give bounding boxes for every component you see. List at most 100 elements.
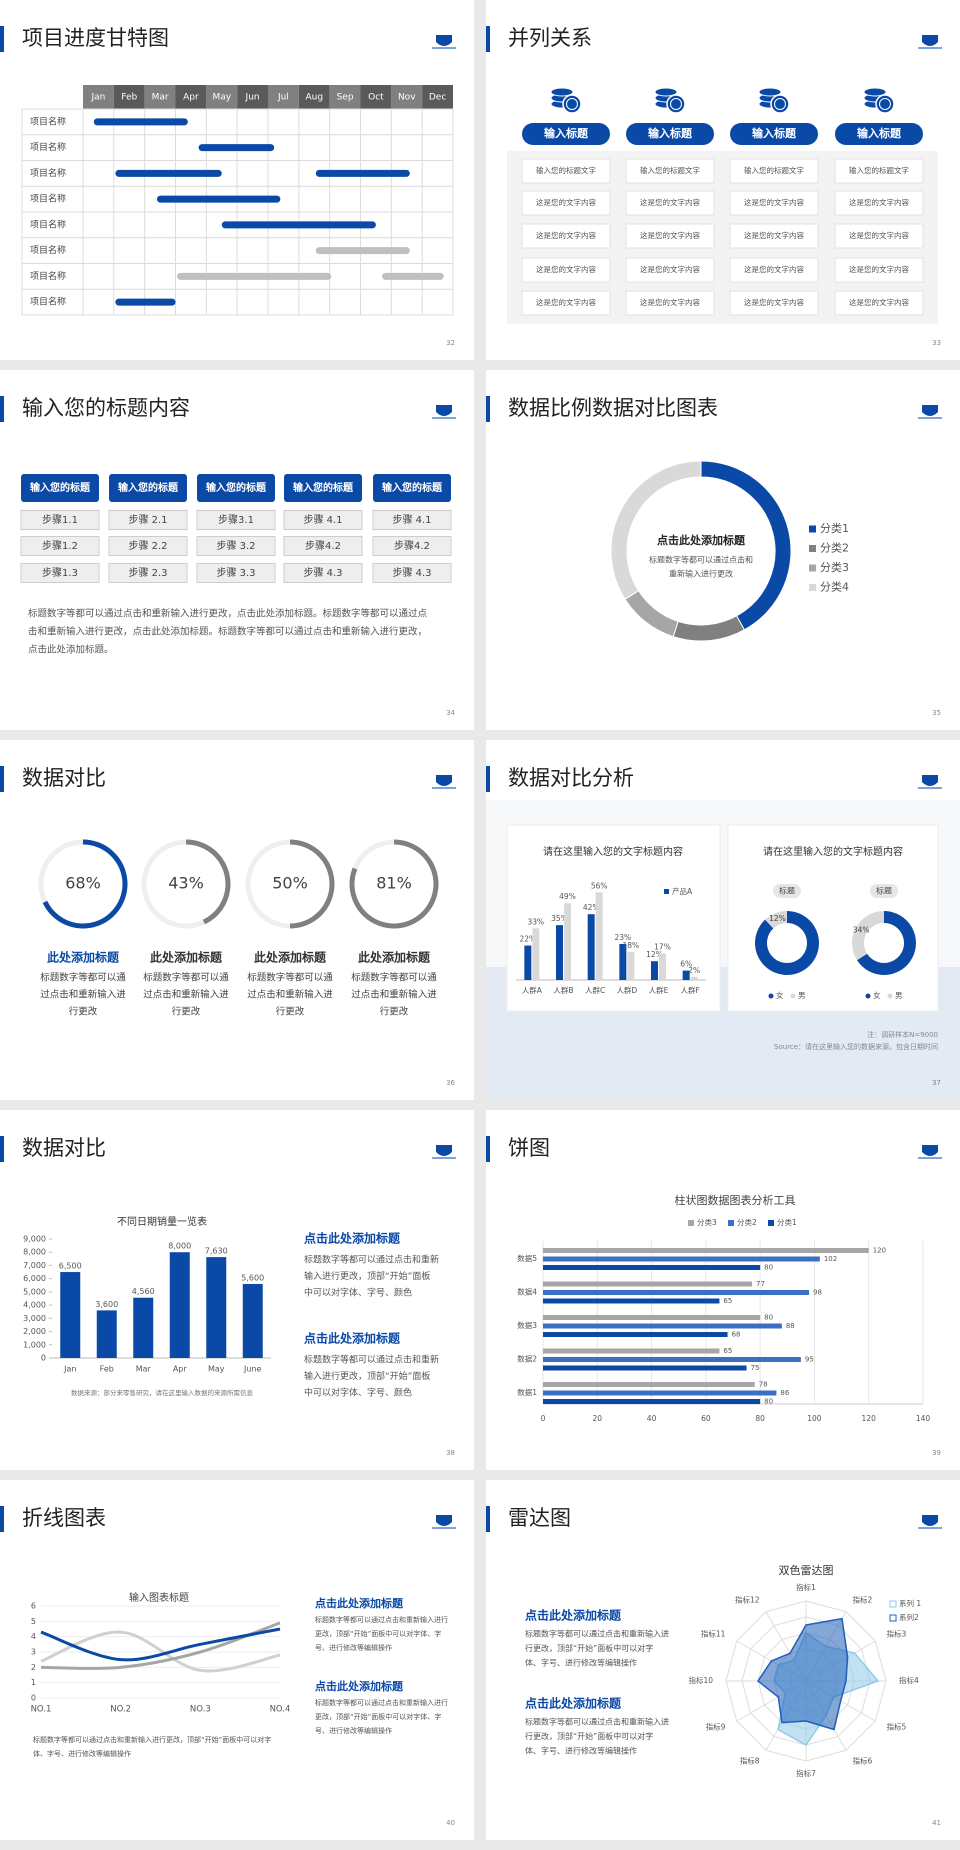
legend-swatch (889, 1600, 897, 1608)
y-tick-label: 5,000 (23, 1287, 46, 1296)
heading-pill (626, 123, 714, 145)
x-tick-label: 140 (916, 1414, 931, 1423)
item-text: 标题数字等都可以通 (247, 972, 333, 984)
item-text: 行更改，顶部“开始”面板中可以对字 (525, 1731, 653, 1741)
legend-label: 分类3 (697, 1217, 717, 1227)
item-text: 这是您的文字内容 (640, 197, 700, 207)
bar (543, 1382, 755, 1387)
y-tick-label: 9,000 (23, 1235, 46, 1244)
y-tick-label: 2,000 (23, 1327, 46, 1336)
step-text: 步骤 3.3 (216, 567, 255, 579)
x-tick-label: NO.3 (190, 1705, 211, 1715)
step-text: 步骤 4.1 (303, 514, 342, 526)
column-heading: 输入标题 (544, 126, 589, 140)
legend-swatch (809, 584, 816, 591)
logo (922, 35, 938, 46)
slide-title: 雷达图 (508, 1506, 571, 1530)
item-text: 行更改 (172, 1006, 201, 1018)
page-number: 38 (446, 1449, 455, 1457)
data-label: 80 (764, 1314, 773, 1322)
gantt-bar (93, 118, 188, 126)
data-label: 5,600 (241, 1273, 264, 1282)
month-label: Dec (429, 93, 446, 103)
step-box (20, 563, 100, 583)
step-text: 步骤 2.2 (128, 540, 167, 552)
item-text: 中可以对字体、字号、颜色 (304, 1287, 412, 1299)
item-text: 这是您的文字内容 (640, 297, 700, 307)
legend-dot (865, 993, 871, 999)
slide: 项目进度甘特图 32 Jan Feb Mar Apr May Jun Jul Aug Sep Oct N… (0, 0, 474, 360)
page-number: 34 (446, 709, 455, 717)
column-heading: 输入您的标题 (118, 481, 179, 494)
donut-slice (852, 911, 884, 961)
logo-base (918, 1527, 942, 1529)
axis-label: 指标12 (735, 1594, 760, 1604)
slide: 输入标题输入您的标题文字这是您的文字内容这是您的文字内容这是您的文字内容这是您的… (486, 0, 960, 360)
y-tick-label: 2 (31, 1663, 36, 1672)
page-number: 35 (932, 709, 941, 717)
slide-title: 数据对比分析 (508, 766, 634, 790)
item-text: 标题数字等都可以通 (351, 972, 437, 984)
row-label: 项目名称 (30, 115, 66, 127)
item-text: 输入您的标题文字 (744, 165, 804, 175)
legend-label: 分类3 (820, 560, 849, 574)
ring-label: 68% (65, 874, 101, 893)
axis-label: 指标7 (796, 1768, 816, 1778)
slide-bg (0, 740, 474, 1100)
column-heading: 输入标题 (857, 126, 902, 140)
legend-swatch (809, 564, 816, 572)
column-heading: 输入标题 (752, 126, 797, 140)
legend-label: 男 (895, 991, 903, 1000)
logo (922, 1515, 938, 1526)
coin-icon (770, 94, 790, 114)
data-label: 42% (583, 903, 600, 912)
chart-title: 双色雷达图 (779, 1563, 834, 1577)
data-label: 6,500 (59, 1262, 82, 1271)
item-text: 标题数字等都可以通 (40, 972, 126, 984)
donut-label: 标题 (779, 886, 795, 896)
item-text: 中可以对字体、字号、颜色 (304, 1387, 412, 1399)
data-label: 56% (591, 881, 608, 890)
item-text: 标题数字等都可以通过点击和重新输入进 (525, 1717, 669, 1727)
y-tick-label: 数据3 (517, 1320, 537, 1330)
item-heading: 此处添加标题 (358, 950, 431, 965)
step-text: 步骤1.1 (42, 514, 78, 526)
data-label: 4,560 (132, 1287, 155, 1296)
chart-title: 输入图表标题 (129, 1591, 189, 1604)
x-tick-label: Jan (63, 1365, 76, 1374)
data-label: 88 (786, 1322, 795, 1330)
gantt-bar (221, 221, 376, 229)
logo (436, 1515, 452, 1526)
item-text: 这是您的文字内容 (536, 264, 596, 274)
item-text: 输入您的标题文字 (536, 165, 596, 175)
item-text: 过点击和重新输入进 (40, 989, 126, 1001)
ring-label: 50% (272, 874, 308, 893)
item-text: 输入您的标题文字 (640, 165, 700, 175)
month-label: Aug (305, 93, 323, 103)
item-text: 过点击和重新输入进 (247, 989, 333, 1001)
axis-label: 指标8 (740, 1756, 760, 1766)
bar (543, 1399, 761, 1404)
bar (587, 914, 595, 980)
item-heading: 此处添加标题 (254, 950, 327, 965)
item-text: 这是您的文字内容 (744, 230, 804, 240)
legend-label: 分类4 (820, 580, 849, 594)
item-box (834, 290, 924, 316)
title-accent (0, 766, 4, 792)
y-tick-label: 0 (41, 1354, 46, 1363)
step-box (283, 510, 363, 530)
item-box (834, 223, 924, 249)
donut-slice (610, 460, 702, 600)
title-accent (0, 1136, 4, 1162)
data-label: 75 (751, 1364, 760, 1372)
item-box (625, 158, 715, 184)
bar (543, 1290, 809, 1295)
item-box (834, 190, 924, 216)
ring-label: 81% (376, 874, 412, 893)
row-label: 项目名称 (30, 244, 66, 256)
month-label: Jul (277, 93, 289, 103)
item-box (521, 223, 611, 249)
legend-label: 分类2 (820, 541, 849, 555)
coin-icon (863, 87, 887, 97)
y-tick-label: 5 (31, 1617, 36, 1626)
